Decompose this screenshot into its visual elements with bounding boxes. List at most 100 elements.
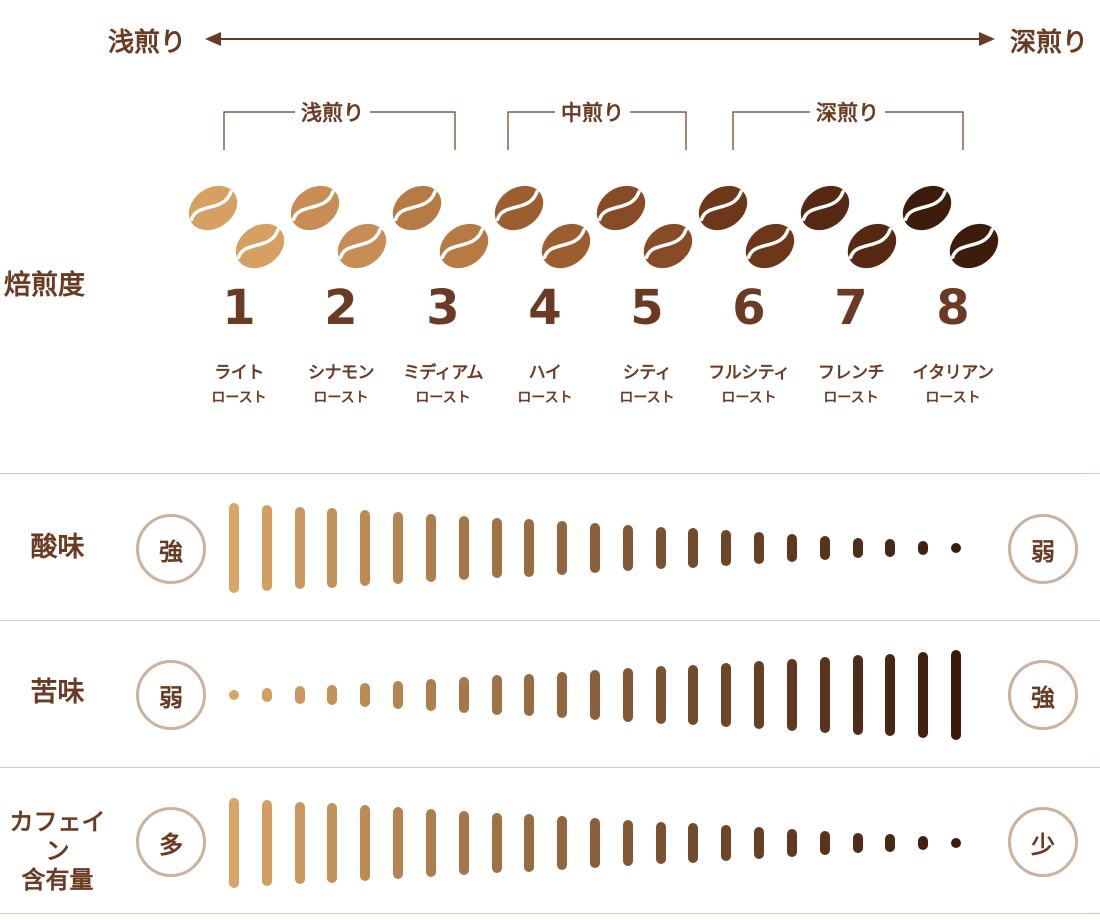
intensity-bar [327,508,338,588]
scale-right-label: 深煎り [1010,28,1089,58]
bitterness-label: 苦味 [30,677,85,708]
intensity-bar [786,828,797,858]
intensity-bar [786,659,797,731]
roast-name: イタリアン [912,363,994,383]
roast-subname: ロースト [415,390,471,406]
roast-number: 2 [324,280,358,336]
intensity-bar [852,537,863,559]
intensity-bar [491,812,502,874]
intensity-bar [294,506,305,590]
intensity-bar [852,832,863,854]
intensity-bar [885,834,896,852]
intensity-bar [425,679,436,711]
roast-number: 6 [732,280,766,336]
intensity-bar [491,675,502,715]
intensity-bar [360,805,371,881]
intensity-bar [754,532,765,564]
roast-subname: ロースト [211,390,267,406]
roast-level-label: 焙煎度 [4,270,85,301]
roast-name: シティ [622,363,672,383]
divider [0,913,1100,914]
intensity-bar [951,543,961,553]
intensity-bar [754,660,765,730]
intensity-bar [425,808,436,878]
bitterness-left-circle: 弱 [136,660,206,730]
intensity-bar [655,821,666,865]
intensity-bar [622,819,633,867]
intensity-bar [261,504,272,592]
intensity-bar [721,530,732,566]
caffeine-right-circle: 少 [1008,807,1078,877]
intensity-bar [458,515,469,581]
intensity-bar [951,650,961,740]
intensity-bar [819,657,830,733]
intensity-bar [557,521,568,575]
roast-name: シナモン [308,363,375,383]
group-brackets [223,111,964,150]
coffee-beans-icon [392,185,489,269]
roast-name: ハイ [528,363,562,383]
roast-number: 5 [630,280,664,336]
intensity-bar [852,655,863,735]
intensity-bar [524,673,535,717]
intensity-bar [229,798,239,888]
roast-subname: ロースト [313,390,369,406]
intensity-bar [229,503,239,593]
coffee-beans-icon [596,185,693,269]
intensity-bar [491,517,502,579]
divider [0,473,1100,474]
intensity-bar [360,510,371,586]
acidity-left-circle: 強 [136,514,206,584]
intensity-bar [655,666,666,724]
scale-left-label: 浅煎り [108,28,187,58]
intensity-bar [261,799,272,887]
roast-subname: ロースト [823,390,879,406]
coffee-beans-icon [902,185,999,269]
coffee-beans-icon [290,185,387,269]
roast-name: フルシティ [708,363,790,383]
intensity-bar [688,823,699,863]
intensity-bar [393,512,404,584]
intensity-bar [425,513,436,583]
intensity-bar [721,825,732,861]
roast-name: フレンチ [818,363,885,383]
intensity-bar [918,651,929,739]
roast-subname: ロースト [721,390,777,406]
roast-subname: ロースト [925,390,981,406]
intensity-bar [918,541,929,555]
roast-name: ライト [214,363,264,383]
intensity-bar [590,670,600,720]
intensity-bar [458,677,469,713]
caffeine-label: カフェイン 含有量 [9,808,106,894]
intensity-bar [622,524,633,572]
roast-number: 1 [222,280,256,336]
intensity-bar [327,803,338,883]
intensity-bar [590,818,600,868]
acidity-right-circle: 弱 [1008,514,1078,584]
roast-name: ミディアム [402,363,484,383]
group-label-light: 浅煎り [295,97,370,127]
roast-number: 8 [936,280,970,336]
intensity-bar [393,807,404,879]
coffee-beans-icon [800,185,897,269]
intensity-bar [557,671,568,719]
intensity-bar [327,684,338,706]
bitterness-right-circle: 強 [1008,660,1078,730]
intensity-bar [688,664,699,726]
scale-double-arrow [205,32,995,46]
acidity-label: 酸味 [30,532,85,563]
intensity-bar [294,801,305,885]
intensity-bar [524,814,535,872]
intensity-bar [229,690,239,700]
intensity-bar [294,686,305,704]
intensity-bar [688,528,699,568]
intensity-bar [819,535,830,561]
intensity-bar [951,838,961,848]
intensity-bar [458,810,469,876]
divider [0,620,1100,621]
roast-number: 4 [528,280,562,336]
intensity-bar [655,526,666,570]
intensity-bar [524,519,535,577]
roast-number: 7 [834,280,868,336]
intensity-bar [754,827,765,859]
